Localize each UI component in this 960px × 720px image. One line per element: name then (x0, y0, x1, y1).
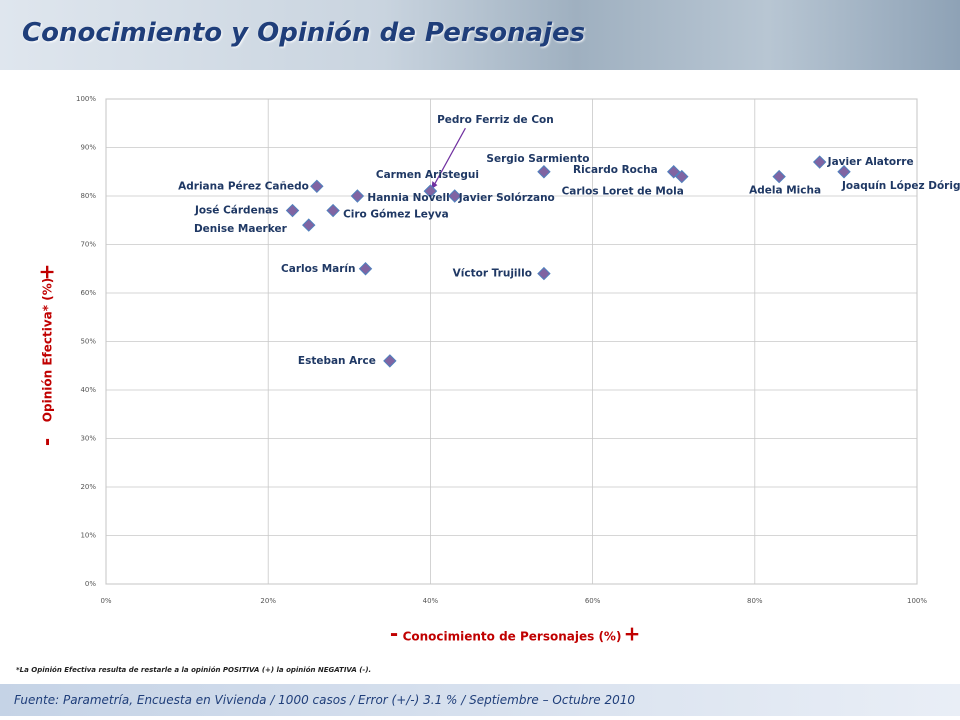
point-label: Ciro Gómez Leyva (343, 209, 449, 221)
chart: 0% 10% 20% 30% 40% 50% 60% 70% 80% 90% 100% 0% 20% 40… (35, 95, 960, 646)
y-tick-label: 10% (80, 532, 96, 540)
point-label: Ricardo Rocha (573, 164, 658, 176)
y-tick-label: 90% (80, 144, 96, 152)
point (423, 184, 438, 198)
point (302, 218, 316, 232)
point-label: Carlos Marín (281, 263, 355, 275)
y-tick-label: 20% (80, 483, 96, 491)
title: Conocimiento y Opinión de Personajes (22, 18, 586, 48)
point (350, 189, 365, 203)
axis-sign: - (390, 622, 398, 646)
point-label: Denise Maerker (194, 223, 288, 235)
x-tick-label: 40% (423, 597, 439, 605)
point (675, 169, 689, 184)
point-label: José Cárdenas (194, 205, 279, 217)
point-label: Joaquín López Dóriga (841, 180, 960, 192)
x-tick-label: 60% (585, 597, 601, 605)
x-tick-label: 0% (100, 597, 111, 605)
point (537, 165, 551, 179)
point (537, 266, 551, 281)
footer: Fuente: Parametría, Encuesta en Vivienda… (0, 684, 960, 716)
x-axis-label: Conocimiento de Personajes (%) (403, 630, 622, 644)
footnote: *La Opinión Efectiva resulta de restarle… (16, 666, 372, 674)
point (812, 155, 827, 169)
point-label: Víctor Trujillo (453, 268, 532, 280)
point (310, 179, 324, 194)
point-label: Adela Micha (749, 185, 821, 197)
point-label: Carlos Loret de Mola (562, 186, 684, 198)
y-tick-label: 30% (80, 435, 96, 443)
point-label: Esteban Arce (298, 355, 376, 367)
point-label: Sergio Sarmiento (486, 153, 589, 165)
y-tick-label: 0% (85, 580, 96, 588)
point-label: Carmen Aristegui (376, 169, 479, 181)
point (326, 203, 340, 218)
point (285, 203, 300, 218)
x-tick-label: 80% (747, 597, 763, 605)
point (772, 169, 786, 184)
point (358, 262, 373, 276)
x-tick-label: 100% (907, 597, 927, 605)
point (837, 165, 851, 179)
point-label: Javier Solórzano (458, 192, 555, 204)
axis-sign: + (35, 264, 59, 281)
point (448, 189, 462, 203)
point (383, 354, 397, 368)
y-tick-label: 60% (80, 289, 96, 297)
point-label: Adriana Pérez Cañedo (178, 180, 309, 192)
y-axis-label: Opinión Efectiva* (%) (41, 278, 55, 422)
source: Fuente: Parametría, Encuesta en Vivienda… (14, 693, 636, 707)
axis-sign: + (624, 622, 641, 646)
point-label: Javier Alatorre (827, 156, 914, 168)
y-tick-label: 80% (80, 192, 96, 200)
callout-arrow (431, 127, 466, 189)
y-tick-label: 50% (80, 338, 96, 346)
point-label: Hannia Novell (367, 192, 449, 204)
point (666, 165, 681, 179)
axis-sign: - (35, 438, 59, 446)
y-tick-label: 100% (76, 95, 96, 103)
y-axis-title: - Opinión Efectiva* (%)+ (35, 264, 59, 447)
y-tick-label: 70% (80, 241, 96, 249)
x-tick-label: 20% (260, 597, 276, 605)
point-label: Pedro Ferriz de Con (437, 114, 554, 126)
header: Conocimiento y Opinión de Personajes (0, 0, 960, 70)
y-tick-label: 40% (80, 386, 96, 394)
